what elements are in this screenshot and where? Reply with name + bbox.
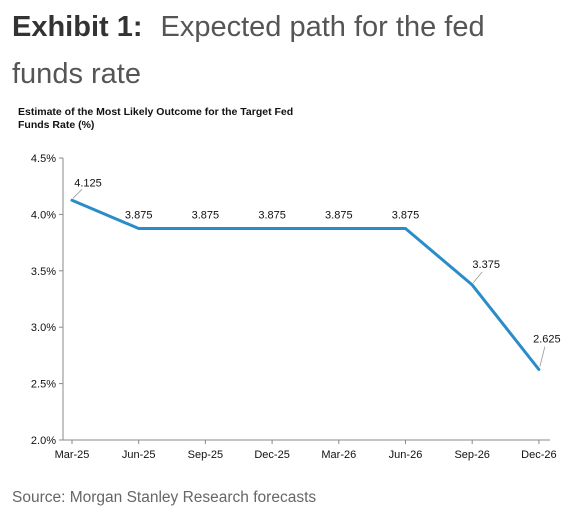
data-label: 2.625 [533,334,561,346]
x-tick-label: Jun-26 [389,449,423,461]
y-tick-label: 3.5% [31,266,56,278]
data-label: 3.875 [258,210,286,222]
data-label: 4.125 [74,177,102,189]
x-tick-label: Mar-25 [55,449,90,461]
chart-series [70,198,541,371]
label-leader-line [72,189,83,199]
exhibit-heading: Exhibit 1: Expected path for the fed fund… [12,4,552,98]
x-axis-ticks: Mar-25 Jun-25 Sep-25 Dec-25 Mar-26 Jun-26 Sep-… [55,440,557,461]
x-tick-label: Dec-25 [254,449,289,461]
y-axis-ticks: 2.0% 2.5% 3.0% 3.5% 4.0% 4.5% [31,153,63,447]
label-leader-line [539,346,546,367]
y-tick-label: 2.5% [31,379,56,391]
x-tick-label: Sep-25 [188,449,223,461]
y-tick-label: 2.0% [31,435,56,447]
data-label: 3.875 [192,210,220,222]
chart-axes [62,158,550,441]
x-tick-label: Sep-26 [454,449,489,461]
exhibit-label: Exhibit 1: [12,11,143,43]
data-label: 3.875 [325,210,353,222]
data-label: 3.375 [472,259,500,271]
fed-funds-rate-line [70,198,541,371]
data-label: 3.875 [125,210,153,222]
source-note: Source: Morgan Stanley Research forecast… [12,489,317,506]
chart-title: Estimate of the Most Likely Outcome for … [18,106,294,131]
line-chart: 2.0% 2.5% 3.0% 3.5% 4.0% 4.5% Mar-25 Jun-25 Sep… [31,153,561,461]
x-tick-label: Dec-26 [521,449,556,461]
data-label: 3.875 [392,210,420,222]
exhibit-title: Expected path for the fed funds rate [12,11,485,90]
y-tick-label: 4.0% [31,209,56,221]
label-leader-line [472,271,483,284]
x-tick-label: Mar-26 [321,449,356,461]
y-tick-label: 4.5% [31,153,56,165]
x-tick-label: Jun-25 [122,449,156,461]
y-tick-label: 3.0% [31,322,56,334]
data-labels: 4.125 3.875 3.875 3.875 3.875 3.875 3.375 2.625 [72,177,561,367]
